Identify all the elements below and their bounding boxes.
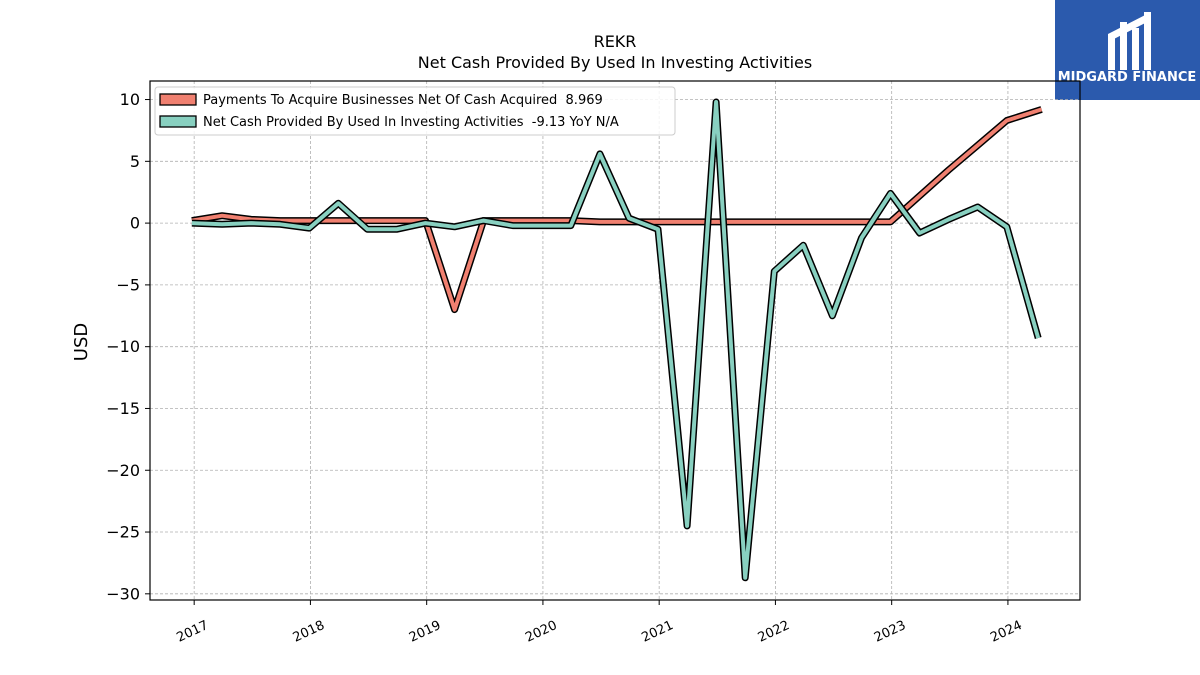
legend-box: [154, 86, 676, 136]
payments-series-outline: [191, 106, 1043, 314]
y-tick-label: −25: [106, 523, 140, 542]
logo-icon: [1108, 12, 1151, 70]
y-tick-label: 5: [130, 152, 140, 171]
y-tick-label: 10: [120, 90, 140, 109]
legend-swatch-payments: [159, 93, 197, 106]
grid-lines: [150, 81, 1080, 600]
net-cash-series-line: [191, 100, 1041, 580]
x-tick-label: 2023: [872, 618, 908, 646]
x-axis-ticks: 2017 2018 2019 2020 2021 2022 2023 2024: [175, 600, 1025, 646]
x-tick-label: 2017: [175, 618, 211, 646]
y-tick-label: −5: [116, 275, 140, 294]
y-tick-label: −15: [106, 399, 140, 418]
legend: Payments To Acquire Businesses Net Of Ca…: [154, 86, 676, 136]
legend-label-payments: Payments To Acquire Businesses Net Of Ca…: [203, 93, 603, 108]
y-tick-label: −30: [106, 584, 140, 603]
logo-background: [1055, 0, 1200, 100]
y-axis-ticks: 10 5 0 −5 −10 −15 −20 −25 −30: [106, 90, 150, 603]
y-tick-label: −10: [106, 337, 140, 356]
y-axis-label: USD: [71, 323, 92, 361]
y-tick-label: −20: [106, 461, 140, 480]
x-tick-label: 2021: [640, 618, 676, 646]
chart-subtitle: Net Cash Provided By Used In Investing A…: [418, 53, 812, 72]
brand-logo: MIDGARD FINANCE: [1055, 0, 1200, 100]
x-tick-label: 2019: [407, 618, 443, 646]
x-tick-label: 2024: [988, 618, 1024, 646]
x-tick-label: 2018: [291, 618, 327, 646]
payments-series-line: [191, 107, 1043, 312]
plot-frame: [149, 80, 1081, 601]
chart-title: REKR: [594, 32, 637, 51]
x-tick-label: 2022: [756, 618, 792, 646]
series-lines: [191, 98, 1043, 582]
y-tick-label: 0: [130, 214, 140, 233]
logo-text: MIDGARD FINANCE: [1058, 70, 1197, 85]
legend-swatch-net-cash: [159, 115, 197, 128]
x-tick-label: 2020: [523, 618, 559, 646]
net-cash-series-outline: [191, 98, 1042, 582]
legend-label-net-cash: Net Cash Provided By Used In Investing A…: [203, 115, 619, 130]
